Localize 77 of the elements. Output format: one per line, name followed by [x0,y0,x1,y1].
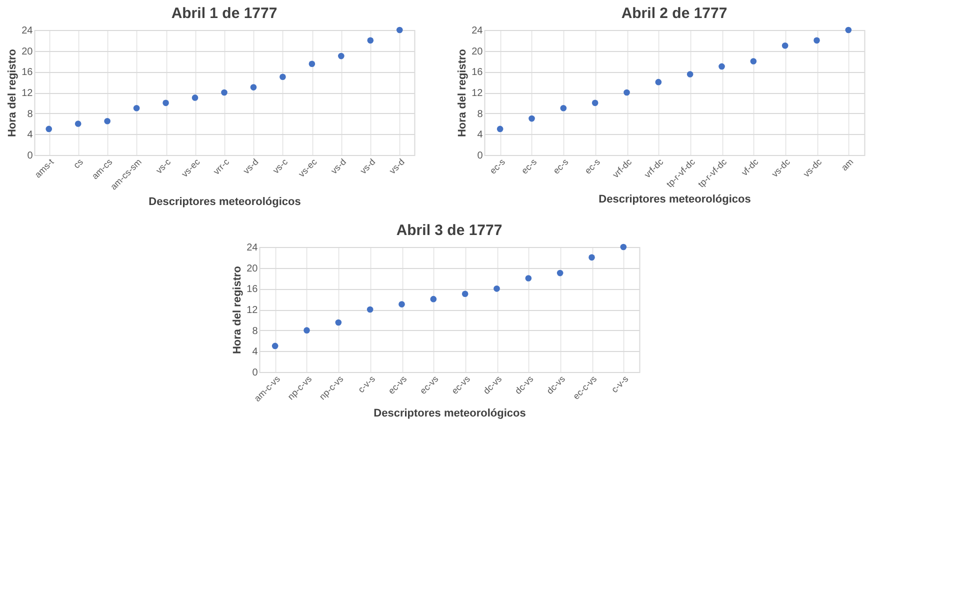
point [335,319,342,326]
point [525,275,532,282]
point [782,42,788,49]
point [496,126,504,132]
point [250,84,257,90]
point [560,104,567,112]
point [192,94,198,101]
point [272,342,278,350]
y-axis-title: Hora del registro [6,48,19,138]
x-tick-label: vs-c [270,156,290,176]
y-tick-label: 8 [27,108,34,120]
point [221,89,228,96]
point [620,244,627,250]
y-axis-title: Hora del registro [456,48,469,138]
point [588,254,595,261]
y-tick-label: 20 [246,263,258,274]
point [280,74,286,80]
y-tick-label: 12 [472,88,484,99]
y-tick-label: 12 [246,305,258,316]
point [366,306,374,313]
y-tick-label: 12 [22,88,34,99]
x-axis-title: Descriptores meteorológicos [374,407,526,420]
y-tick-label: 24 [22,26,34,36]
x-tick-label: vrr-c [211,156,232,177]
y-tick-label: 24 [472,26,484,36]
point [398,301,405,308]
point [592,100,598,106]
y-tick-label: 8 [252,326,258,337]
y-tick-label: 16 [22,67,34,78]
chart-title: Abril 2 de 1777 [621,5,728,22]
point [624,89,630,96]
point [338,52,344,60]
y-tick-label: 0 [27,150,34,162]
point [655,78,662,86]
x-tick-label: am [839,156,856,173]
y-tick-label: 16 [246,284,258,296]
point [162,100,169,106]
y-axis-title: Hora del registro [232,266,244,354]
y-tick-label: 20 [22,46,34,58]
y-tick-label: 24 [246,242,258,254]
point [845,26,852,34]
x-tick-label: ec-s [520,156,539,176]
y-tick-label: 4 [27,130,34,141]
point [304,327,310,334]
y-tick-label: 20 [472,46,484,58]
point [104,118,110,124]
point [494,286,500,292]
x-axis-title: Descriptores meteorológicos [598,193,751,206]
y-tick-label: 8 [477,108,484,120]
chart-title: Abril 1 de 1777 [171,5,278,22]
point [430,296,437,302]
point [74,120,82,127]
point [686,71,694,78]
point [133,104,140,112]
point [814,37,820,44]
point [556,270,564,276]
x-tick-label: cs [72,156,86,170]
point [462,290,468,298]
y-tick-label: 0 [252,368,258,378]
point [718,63,725,70]
y-tick-label: 4 [252,346,258,358]
point [46,126,52,132]
x-tick-label: vs-d [387,156,406,176]
point [308,60,316,68]
point [396,26,403,34]
x-tick-label: vs-c [154,156,174,176]
x-axis-title: Descriptores meteorológicos [148,196,301,208]
x-tick-label: ec-s [488,156,508,176]
y-tick-label: 16 [472,67,484,78]
chart-title: Abril 3 de 1777 [396,222,502,239]
y-tick-label: 0 [477,150,484,162]
x-tick-label: ec-s [582,156,602,176]
point [367,37,374,44]
x-tick-label: ec-s [551,156,571,176]
point [528,115,535,122]
point [750,58,757,64]
y-tick-label: 4 [477,130,484,141]
